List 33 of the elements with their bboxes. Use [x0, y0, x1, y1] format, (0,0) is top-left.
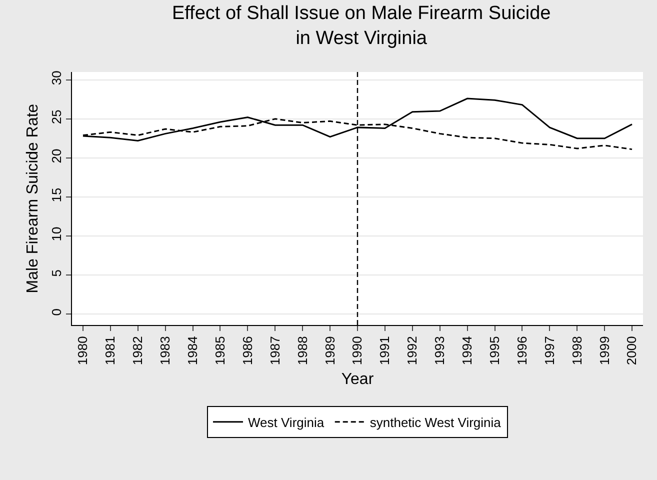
y-tick-label: 10 — [48, 226, 64, 242]
x-tick-label: 1998 — [569, 336, 584, 366]
x-tick-label: 1992 — [404, 336, 420, 366]
legend-label: West Virginia — [248, 414, 325, 430]
y-axis-title: Male Firearm Suicide Rate — [24, 104, 42, 294]
x-tick-label: 1997 — [542, 336, 557, 366]
x-tick-label: 1981 — [102, 336, 118, 366]
x-tick-label: 1989 — [322, 336, 338, 366]
x-tick-label: 1995 — [486, 336, 502, 366]
x-tick-label: 2000 — [624, 336, 640, 366]
x-tick-label: 1988 — [294, 336, 310, 366]
x-tick-label: 1996 — [514, 336, 530, 366]
x-tick-label: 1980 — [75, 336, 90, 366]
x-axis-title: Year — [341, 370, 374, 388]
x-tick-label: 1994 — [460, 336, 475, 366]
chart-title: Effect of Shall Issue on Male Firearm Suicide in West Virginia — [172, 3, 551, 49]
x-tick-label: 1985 — [212, 336, 228, 366]
x-tick-label: 1999 — [596, 336, 612, 366]
x-tick-label: 1987 — [267, 336, 282, 366]
y-tick-label: 30 — [48, 70, 64, 86]
x-tick-label: 1991 — [377, 336, 392, 366]
x-tick-label: 1986 — [240, 336, 255, 366]
x-tick-label: 1993 — [432, 336, 448, 366]
x-tick-label: 1982 — [130, 336, 146, 366]
x-tick-label: 1983 — [158, 336, 173, 366]
y-tick-label: 15 — [48, 188, 64, 202]
y-tick-label: 5 — [48, 269, 64, 277]
legend-label: synthetic West Virginia — [370, 414, 502, 430]
y-tick-label: 20 — [48, 148, 64, 164]
y-tick-label: 25 — [48, 110, 64, 124]
x-tick-label: 1984 — [185, 336, 200, 366]
x-tick-label: 1990 — [350, 336, 365, 366]
y-tick-label: 0 — [48, 308, 64, 316]
